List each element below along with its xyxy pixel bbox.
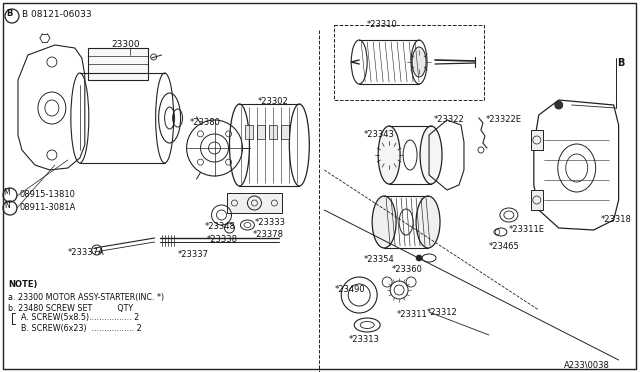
Bar: [227, 193, 282, 213]
Text: *23490: *23490: [334, 285, 365, 294]
Bar: [269, 125, 277, 139]
Text: *23337: *23337: [178, 250, 209, 259]
Text: *23322: *23322: [434, 115, 465, 124]
Bar: [531, 130, 543, 150]
Text: *23343: *23343: [364, 130, 395, 139]
Text: *23380: *23380: [189, 118, 220, 127]
Text: B 08121-06033: B 08121-06033: [22, 10, 92, 19]
Text: *23333: *23333: [255, 218, 285, 227]
Text: B: B: [618, 58, 625, 68]
Text: *23312: *23312: [427, 308, 458, 317]
Bar: [282, 125, 289, 139]
Bar: [257, 125, 266, 139]
Text: *23337A: *23337A: [68, 248, 104, 257]
Ellipse shape: [416, 196, 440, 248]
Text: b. 23480 SCREW SET          QTY: b. 23480 SCREW SET QTY: [8, 304, 133, 313]
Text: *23360: *23360: [392, 265, 423, 274]
Text: *23310: *23310: [367, 20, 398, 29]
Bar: [88, 48, 148, 80]
Ellipse shape: [420, 126, 442, 184]
Text: A. SCREW(5x8.5)................. 2: A. SCREW(5x8.5)................. 2: [16, 313, 140, 322]
Text: *23322E: *23322E: [486, 115, 522, 124]
Text: *23354: *23354: [364, 255, 395, 264]
Text: *23311: *23311: [397, 310, 428, 319]
Text: *23313: *23313: [349, 335, 380, 344]
Ellipse shape: [412, 47, 426, 77]
Text: B. SCREW(6x23)  ................. 2: B. SCREW(6x23) ................. 2: [16, 324, 141, 333]
Circle shape: [555, 101, 563, 109]
Text: 23300: 23300: [112, 40, 140, 49]
Ellipse shape: [378, 126, 400, 184]
Circle shape: [416, 255, 422, 261]
Bar: [246, 125, 253, 139]
Text: M: M: [4, 187, 10, 196]
Bar: [531, 190, 543, 210]
Text: a. 23300 MOTOR ASSY-STARTER(INC. *): a. 23300 MOTOR ASSY-STARTER(INC. *): [8, 293, 164, 302]
Text: *23378: *23378: [252, 230, 284, 239]
Text: *23318: *23318: [601, 215, 632, 224]
Text: 08915-13810: 08915-13810: [20, 190, 76, 199]
Text: *23302: *23302: [257, 97, 288, 106]
Text: *23338: *23338: [207, 235, 237, 244]
Text: *23311E: *23311E: [509, 225, 545, 234]
Ellipse shape: [372, 196, 396, 248]
Text: A233\0038: A233\0038: [564, 360, 610, 369]
Text: 08911-3081A: 08911-3081A: [20, 203, 76, 212]
Text: NOTE): NOTE): [8, 280, 37, 289]
Text: *23465: *23465: [489, 242, 520, 251]
Text: *23348: *23348: [205, 222, 236, 231]
Text: B: B: [6, 9, 12, 17]
Bar: [334, 25, 484, 100]
Text: N: N: [4, 201, 10, 209]
